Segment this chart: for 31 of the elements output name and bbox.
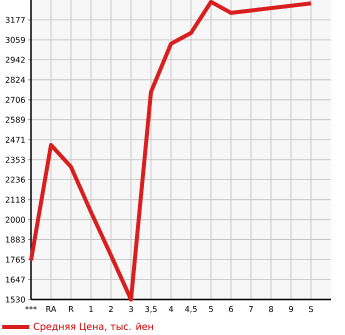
y-tick-label: 1765 (6, 256, 25, 263)
y-tick-label: 2471 (6, 136, 25, 143)
x-tick-label: 5 (209, 306, 213, 312)
y-tick-label: 1530 (6, 296, 25, 303)
x-tick-label: R (69, 306, 74, 312)
x-tick-label: 9 (288, 306, 293, 312)
y-tick-label: 1647 (6, 276, 25, 283)
y-tick-label: 2000 (6, 216, 25, 223)
x-tick-label: 4 (168, 306, 174, 312)
y-tick-label: 2706 (6, 96, 25, 103)
x-tick-label: S (309, 306, 314, 312)
x-tick-label: 3,5 (145, 306, 157, 313)
y-tick-label: 2824 (6, 76, 26, 83)
x-tick-label: 3 (129, 306, 133, 312)
y-tick-label: 2589 (6, 116, 25, 123)
y-tick-label: 2942 (6, 56, 25, 63)
x-tick-label: 6 (229, 306, 234, 312)
x-tick-label: *** (25, 306, 37, 310)
y-tick-label: 2236 (6, 176, 25, 183)
x-tick-label: 4,5 (185, 306, 197, 313)
y-tick-label: 3177 (6, 16, 25, 23)
y-tick-label: 1883 (6, 236, 25, 243)
x-tick-label: 7 (249, 306, 253, 312)
legend-label: Средняя Цена, тыс. йен (34, 322, 153, 332)
y-tick-label: 3059 (6, 36, 25, 43)
x-tick-label: 8 (269, 306, 274, 312)
y-tick-label: 2353 (6, 156, 25, 163)
x-tick-label: RA (46, 306, 56, 312)
x-tick-label: 1 (89, 306, 93, 312)
y-tick-label: 2118 (6, 196, 25, 203)
x-tick-label: 2 (109, 306, 113, 312)
